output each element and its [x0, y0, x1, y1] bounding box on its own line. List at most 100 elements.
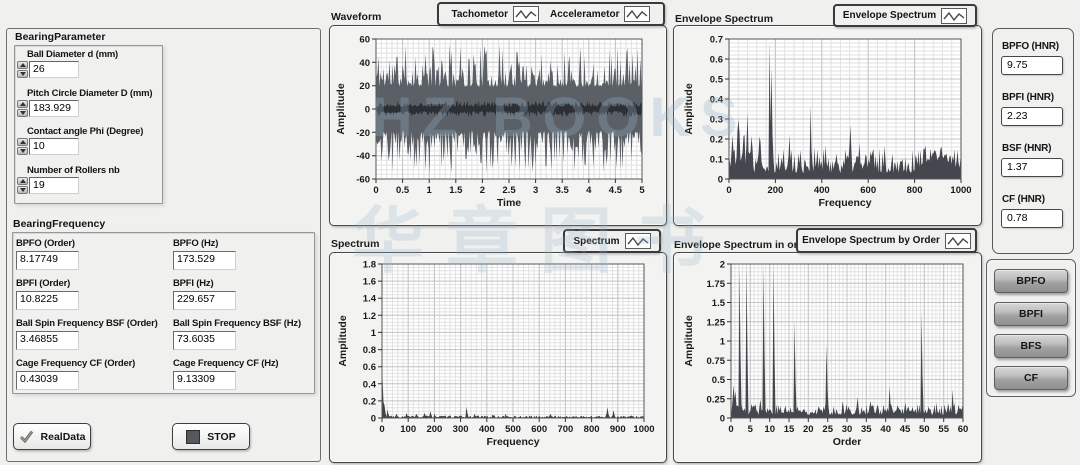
real-data-button[interactable]: RealData	[13, 423, 91, 450]
svg-text:300: 300	[453, 424, 469, 435]
svg-text:15: 15	[784, 424, 795, 435]
stop-label: STOP	[207, 430, 236, 443]
svg-text:0.2: 0.2	[363, 396, 376, 407]
hnr-label: BSF (HNR)	[1002, 143, 1052, 154]
indicator-label: Ball Spin Frequency BSF (Order)	[16, 318, 158, 329]
svg-text:0.75: 0.75	[707, 356, 726, 367]
svg-text:1.25: 1.25	[707, 317, 726, 328]
indicator-label: BPFO (Order)	[16, 238, 75, 249]
svg-text:0: 0	[720, 414, 725, 425]
svg-text:10: 10	[764, 424, 775, 435]
svg-text:0.2: 0.2	[710, 135, 723, 146]
svg-text:Frequency: Frequency	[486, 436, 539, 448]
decrement-button[interactable]	[17, 109, 28, 117]
svg-text:Amplitude: Amplitude	[683, 315, 695, 366]
spinner	[17, 138, 28, 155]
cf-button[interactable]: CF	[994, 366, 1068, 390]
bpfo-button[interactable]: BPFO	[994, 269, 1068, 293]
envelope-order-legend[interactable]: Envelope Spectrum by Order	[796, 228, 977, 253]
svg-text:0: 0	[373, 185, 378, 196]
bearing-frequency-box	[12, 232, 315, 394]
bpfi-button[interactable]: BPFI	[994, 302, 1068, 326]
legend-label-accelerometer: Accelerametor	[550, 8, 620, 20]
indicator-value: 3.46855	[16, 331, 79, 350]
svg-text:200: 200	[767, 185, 783, 196]
svg-text:-40: -40	[356, 151, 370, 162]
svg-text:1.8: 1.8	[363, 260, 376, 271]
waveform-icon	[941, 7, 968, 24]
svg-text:Frequency: Frequency	[818, 197, 871, 209]
increment-button[interactable]	[17, 61, 28, 69]
svg-text:5: 5	[639, 185, 645, 196]
svg-text:0.4: 0.4	[363, 379, 377, 390]
hnr-label: BPFI (HNR)	[1002, 92, 1054, 103]
svg-text:0.6: 0.6	[710, 55, 723, 66]
increment-button[interactable]	[17, 138, 28, 146]
waveform-chart-panel: 0 0.5 1 1.5 2 2.5 3 3.5 4 4.5 5 -60 -40 -20 0 20 40 60 Tim…	[329, 25, 667, 226]
indicator-label: BPFI (Hz)	[173, 278, 214, 289]
indicator-value: 0.43039	[16, 371, 79, 390]
bfs-button[interactable]: BFS	[994, 334, 1068, 358]
svg-text:4.5: 4.5	[609, 185, 623, 196]
svg-text:500: 500	[505, 424, 521, 435]
increment-button[interactable]	[17, 100, 28, 108]
decrement-button[interactable]	[17, 70, 28, 78]
svg-text:600: 600	[531, 424, 547, 435]
hnr-panel: BPFO (HNR) 9.75 BPFI (HNR) 2.23 BSF (HNR…	[992, 28, 1074, 254]
svg-text:1.6: 1.6	[363, 277, 376, 288]
svg-text:700: 700	[557, 424, 573, 435]
indicator-label: BPFI (Order)	[16, 278, 71, 289]
stop-square-icon	[186, 429, 201, 444]
svg-text:2.5: 2.5	[502, 185, 516, 196]
svg-text:0: 0	[379, 424, 384, 435]
stop-button[interactable]: STOP	[172, 423, 250, 450]
decrement-button[interactable]	[17, 147, 28, 155]
svg-text:4: 4	[586, 185, 592, 196]
svg-text:0.5: 0.5	[712, 375, 726, 386]
svg-text:30: 30	[842, 424, 853, 435]
envelope-order-title: Envelope Spectrum in order	[674, 239, 815, 251]
svg-text:0.25: 0.25	[707, 394, 726, 405]
decrement-button[interactable]	[17, 186, 28, 194]
svg-text:0: 0	[728, 424, 733, 435]
control-label: Number of Rollers nb	[27, 165, 120, 176]
numeric-control: 183.929	[17, 100, 79, 117]
bearing-parameter-title: BearingParameter	[15, 31, 106, 43]
numeric-input[interactable]: 26	[29, 61, 79, 78]
numeric-input[interactable]: 183.929	[29, 100, 79, 117]
svg-text:2: 2	[480, 185, 485, 196]
svg-text:3.5: 3.5	[556, 185, 570, 196]
fault-button-panel: BPFO BPFI BFS CF	[986, 259, 1076, 397]
spectrum-graph: 0 100 200 300 400 500 600 700 800 900 1000 0 0.2 0.4 0…	[337, 260, 655, 449]
svg-text:0.6: 0.6	[363, 362, 376, 373]
indicator-value: 73.6035	[173, 331, 236, 350]
hnr-value: 2.23	[1001, 107, 1063, 126]
spectrum-legend[interactable]: Spectrum	[563, 229, 661, 253]
svg-text:3: 3	[533, 185, 538, 196]
svg-text:-60: -60	[356, 175, 370, 186]
numeric-input[interactable]: 10	[29, 138, 79, 155]
svg-text:0: 0	[726, 185, 731, 196]
svg-text:40: 40	[359, 58, 370, 69]
legend-label-envelope-order: Envelope Spectrum by Order	[802, 235, 940, 246]
left-control-panel	[6, 28, 321, 462]
waveform-legend[interactable]: Tachometor Accelerametor	[437, 2, 665, 26]
indicator-label: Cage Frequency CF (Order)	[16, 358, 136, 369]
svg-text:0: 0	[365, 105, 370, 116]
svg-text:800: 800	[907, 185, 923, 196]
svg-text:1: 1	[720, 337, 726, 348]
envelope-spectrum-legend[interactable]: Envelope Spectrum	[833, 4, 977, 27]
spinner	[17, 100, 28, 117]
waveform-chart-title: Waveform	[331, 11, 382, 23]
svg-text:0: 0	[718, 175, 723, 186]
svg-text:1.2: 1.2	[363, 311, 376, 322]
increment-button[interactable]	[17, 177, 28, 185]
svg-text:20: 20	[359, 81, 370, 92]
legend-label-tachometer: Tachometor	[451, 8, 509, 20]
svg-text:20: 20	[803, 424, 814, 435]
svg-text:Amplitude: Amplitude	[335, 83, 347, 134]
indicator-label: BPFO (Hz)	[173, 238, 219, 249]
envelope-spectrum-graph: 0 200 400 600 800 1000 0 0.1 0.2 0.3 0.4 0.5 0.6 0.7 F…	[683, 35, 972, 210]
numeric-input[interactable]: 19	[29, 177, 79, 194]
